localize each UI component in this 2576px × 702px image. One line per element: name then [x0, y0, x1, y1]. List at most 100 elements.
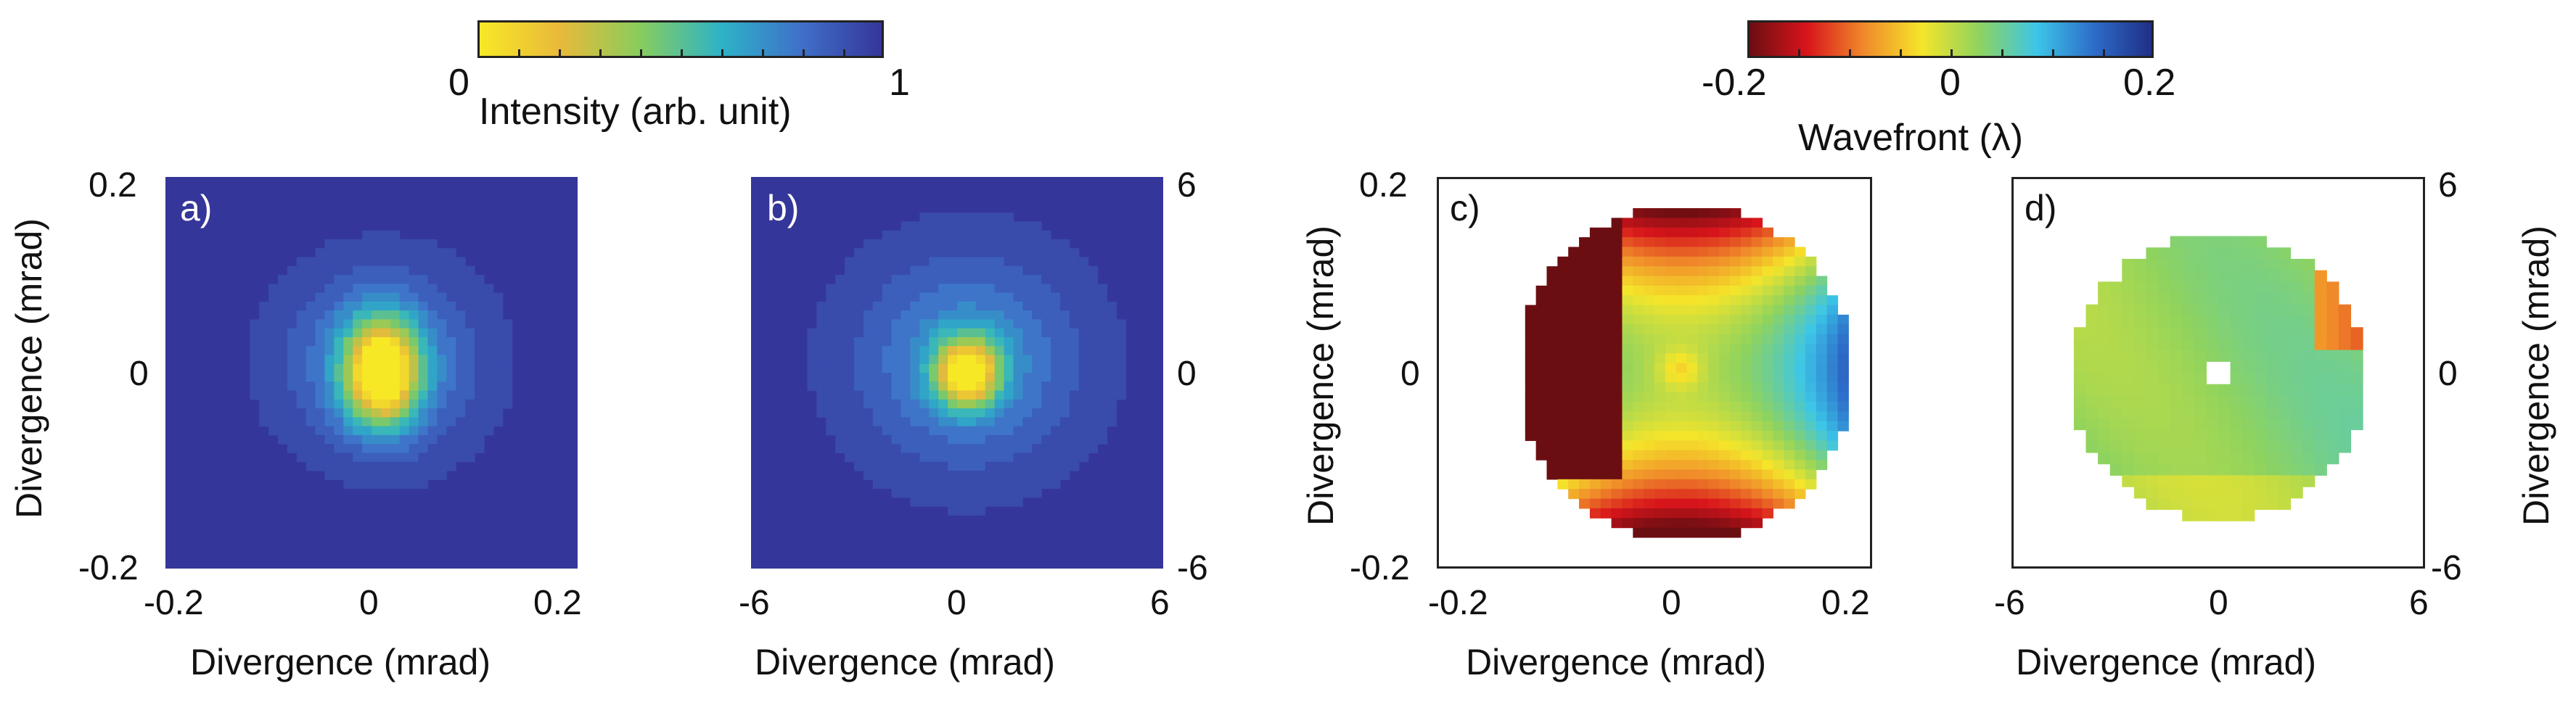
heatmap-cell: [399, 355, 410, 365]
heatmap-cell: [1107, 399, 1117, 409]
heatmap-cell: [390, 471, 401, 480]
heatmap-cell: [845, 257, 855, 267]
heatmap-cell: [863, 319, 874, 329]
heatmap-cell: [1751, 508, 1763, 519]
heatmap-cell: [1060, 319, 1070, 329]
panel-b-ytick-top: 6: [1177, 166, 1197, 205]
heatmap-cell: [845, 275, 855, 284]
heatmap-cell: [334, 471, 344, 480]
heatmap-cell: [315, 417, 326, 427]
heatmap-cell: [1665, 334, 1677, 344]
heatmap-cell: [380, 426, 391, 436]
heatmap-cell: [1719, 208, 1731, 218]
heatmap-cell: [324, 257, 335, 267]
heatmap-cell: [1600, 508, 1612, 519]
heatmap-cell: [2218, 281, 2231, 294]
heatmap-cell: [929, 284, 939, 294]
heatmap-cell: [919, 265, 930, 276]
heatmap-cell: [343, 257, 353, 267]
heatmap-cell: [465, 336, 475, 347]
heatmap-cell: [1675, 276, 1688, 286]
heatmap-cell: [948, 257, 958, 267]
heatmap-cell: [1535, 353, 1548, 364]
heatmap-cell: [891, 408, 902, 418]
heatmap-cell: [324, 328, 335, 338]
heatmap-cell: [1060, 461, 1070, 471]
heatmap-cell: [929, 479, 939, 490]
heatmap-cell: [380, 461, 391, 471]
heatmap-cell: [380, 230, 391, 240]
heatmap-cell: [250, 346, 260, 356]
heatmap-cell: [2326, 384, 2339, 397]
heatmap-cell: [938, 319, 948, 329]
heatmap-cell: [2254, 270, 2267, 282]
heatmap-cell: [502, 336, 513, 347]
heatmap-cell: [2218, 247, 2231, 260]
heatmap-cell: [1611, 421, 1623, 431]
heatmap-cell: [2242, 315, 2255, 328]
heatmap-cell: [1654, 508, 1666, 519]
heatmap-cell: [418, 471, 429, 480]
heatmap-cell: [882, 399, 893, 409]
heatmap-cell: [1805, 276, 1817, 286]
heatmap-cell: [324, 461, 335, 471]
heatmap-cell: [1525, 363, 1537, 373]
heatmap-cell: [994, 275, 1005, 284]
heatmap-cell: [975, 239, 986, 249]
heatmap-cell: [1013, 461, 1023, 471]
heatmap-cell: [938, 453, 948, 463]
heatmap-cell: [1665, 518, 1677, 529]
heatmap-cell: [1665, 527, 1677, 538]
heatmap-cell: [2194, 270, 2207, 282]
heatmap-cell: [1013, 488, 1023, 498]
heatmap-cell: [1805, 373, 1817, 383]
heatmap-cell: [1794, 402, 1806, 412]
heatmap-cell: [835, 390, 845, 400]
heatmap-cell: [1051, 301, 1061, 311]
heatmap-cell: [1032, 257, 1042, 267]
heatmap-cell: [2314, 350, 2327, 362]
heatmap-cell: [901, 257, 911, 267]
heatmap-cell: [1654, 469, 1666, 480]
heatmap-cell: [1004, 479, 1014, 490]
heatmap-cell: [2158, 441, 2171, 453]
heatmap-cell: [1097, 301, 1108, 311]
heatmap-cell: [2254, 304, 2267, 317]
heatmap-cell: [1697, 440, 1709, 451]
heatmap-cell: [1611, 285, 1623, 296]
heatmap-cell: [1589, 353, 1601, 364]
heatmap-cell: [826, 319, 836, 329]
heatmap-cell: [1600, 373, 1612, 383]
heatmap-cell: [259, 363, 269, 373]
heatmap-cell: [427, 257, 438, 267]
heatmap-cell: [334, 239, 344, 249]
heatmap-cell: [957, 488, 967, 498]
heatmap-cell: [1665, 305, 1677, 315]
heatmap-cell: [1751, 440, 1763, 451]
heatmap-cell: [2182, 509, 2195, 521]
heatmap-cell: [390, 239, 401, 249]
heatmap-cell: [2170, 429, 2183, 442]
heatmap-cell: [1773, 305, 1784, 315]
heatmap-cell: [1546, 334, 1558, 344]
heatmap-cell: [1022, 239, 1033, 249]
heatmap-cell: [882, 275, 893, 284]
heatmap-cell: [919, 390, 930, 400]
heatmap-cell: [2290, 452, 2303, 465]
heatmap-cell: [1579, 469, 1591, 480]
heatmap-cell: [1740, 305, 1752, 315]
heatmap-cell: [1740, 460, 1752, 471]
heatmap-cell: [418, 363, 429, 373]
heatmap-cell: [437, 301, 447, 311]
heatmap-cell: [1589, 469, 1601, 480]
heatmap-cell: [882, 453, 893, 463]
heatmap-cell: [2278, 361, 2292, 373]
heatmap-cell: [2109, 361, 2122, 373]
heatmap-cell: [1644, 479, 1655, 490]
heatmap-cell: [2122, 441, 2135, 453]
heatmap-cell: [324, 284, 335, 294]
heatmap-cell: [845, 265, 855, 276]
heatmap-cell: [1826, 305, 1839, 315]
heatmap-cell: [966, 373, 977, 382]
heatmap-cell: [399, 461, 410, 471]
